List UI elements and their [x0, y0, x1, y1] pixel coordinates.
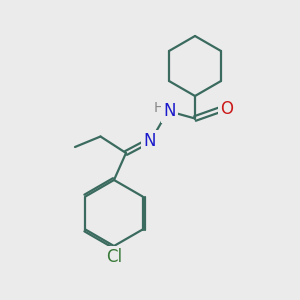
Text: O: O — [220, 100, 234, 118]
Text: H: H — [154, 101, 164, 115]
Text: N: N — [163, 102, 176, 120]
Text: N: N — [144, 132, 156, 150]
Text: Cl: Cl — [106, 248, 122, 266]
